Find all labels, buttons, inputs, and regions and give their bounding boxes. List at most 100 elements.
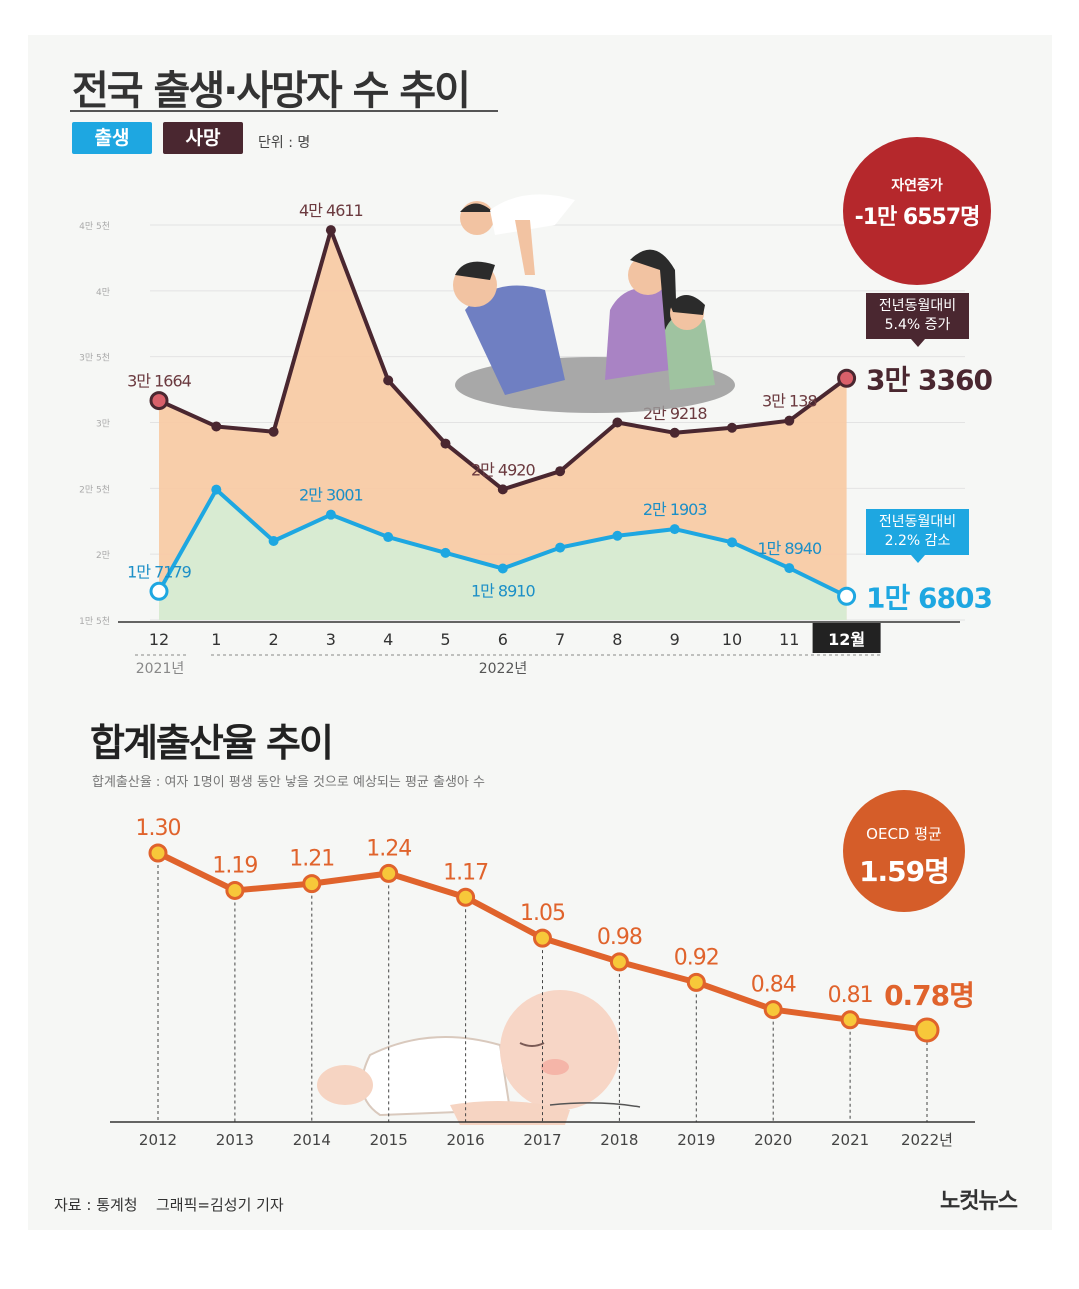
death-point [727, 422, 737, 433]
fertility-data-label: 1.30 [136, 816, 181, 841]
year-label-2022: 2022년 [479, 661, 528, 677]
fertility-point [533, 928, 552, 948]
birth-data-label: 2만 3001 [299, 486, 363, 505]
fertility-data-label: 0.81 [828, 983, 873, 1008]
death-point [837, 368, 857, 388]
natural-increase-value: -1만 6557명 [854, 205, 981, 230]
chart2-title: 합계출산율 추이 [90, 721, 334, 765]
death-point [669, 427, 680, 438]
birth-area [159, 489, 847, 620]
birth-point [149, 581, 169, 601]
family-illustration [453, 194, 735, 413]
fertility-point [763, 1000, 783, 1020]
fertility-data-label: 1.17 [443, 860, 488, 885]
unit-label: 단위 : 명 [258, 135, 311, 151]
fertility-point [302, 874, 322, 894]
fertility-point [456, 887, 476, 907]
birth-point [837, 586, 857, 606]
natural-increase-label: 자연증가 [891, 178, 943, 194]
death-callout-line1: 전년동월대비 [878, 298, 957, 314]
x-tick-label: 4 [383, 630, 393, 649]
birth-point [669, 524, 680, 535]
death-point [325, 225, 336, 236]
fertility-rate-chart: 1.30 1.19 1.21 1.24 1.17 1.05 0.98 0.92 0.84 0.81… [110, 816, 975, 1149]
birth-yoy-callout: 전년동월대비 2.2% 감소 [866, 509, 969, 563]
fertility-point [609, 952, 629, 972]
x-tick-label: 5 [440, 630, 450, 649]
birth-data-label: 2만 1903 [643, 500, 707, 519]
fertility-point [148, 843, 168, 863]
x-tick-label: 3 [326, 630, 336, 649]
nocut-news-logo: 노컷뉴스 [940, 1189, 1018, 1214]
x-tick-label: 2018 [600, 1131, 638, 1149]
oecd-average-badge: OECD 평균 1.59명 [843, 790, 965, 912]
x-tick-label: 12월 [828, 630, 865, 649]
y-tick-label: 4만 5천 [79, 221, 110, 232]
death-last-value: 3만 3360 [866, 363, 992, 396]
birth-point [784, 563, 795, 574]
x-tick-label: 9 [670, 630, 680, 649]
death-point [211, 421, 222, 432]
fertility-data-label: 0.98 [597, 925, 642, 950]
x-tick-label: 2016 [447, 1131, 485, 1149]
birth-point [555, 542, 566, 553]
fertility-data-label: 1.05 [520, 901, 565, 926]
fertility-point [840, 1010, 860, 1030]
y-tick-label: 2만 [96, 550, 110, 561]
fertility-point [225, 880, 245, 900]
fertility-last-value: 0.78명 [884, 979, 974, 1012]
natural-increase-badge: 자연증가 -1만 6557명 [843, 137, 991, 285]
chart2-subtitle: 합계출산율 : 여자 1명이 평생 동안 낳을 것으로 예상되는 평균 출생아 … [92, 775, 485, 790]
year-label-2021: 2021년 [136, 661, 185, 677]
births-deaths-chart: 1만 5천 2만 2만 5천 3만 3만 5천 4만 4만 5천 3만 1664 4만 461… [79, 201, 993, 677]
x-tick-label: 2013 [216, 1131, 254, 1149]
fertility-data-label: 1.21 [289, 847, 334, 872]
death-data-label: 3만 138 [762, 392, 817, 411]
death-point [555, 466, 566, 477]
fertility-data-label: 1.19 [212, 853, 257, 878]
baby-illustration [317, 990, 641, 1125]
death-yoy-callout: 전년동월대비 5.4% 증가 [866, 293, 969, 347]
birth-point [497, 563, 508, 574]
x-tick-label: 8 [612, 630, 622, 649]
oecd-label: OECD 평균 [866, 825, 942, 843]
x-tick-highlight [812, 623, 881, 653]
fertility-data-label: 0.84 [751, 973, 796, 998]
x-tick-label: 2015 [370, 1131, 408, 1149]
birth-point [325, 509, 336, 520]
y-tick-label: 2만 5천 [79, 484, 110, 495]
fertility-point [379, 863, 399, 883]
x-tick-label: 2 [269, 630, 279, 649]
birth-last-value: 1만 6803 [866, 581, 992, 614]
credit-text: 그래픽=김성기 기자 [156, 1196, 284, 1214]
death-point [149, 391, 169, 411]
x-tick-label: 2019 [677, 1131, 715, 1149]
x-tick-label: 6 [498, 630, 508, 649]
x-tick-label: 1 [211, 630, 221, 649]
x-tick-label: 2022년 [901, 1131, 953, 1149]
birth-data-label: 1만 8910 [471, 582, 536, 601]
death-point [612, 417, 623, 428]
y-tick-label: 3만 [96, 419, 110, 430]
death-callout-line2: 5.4% 증가 [884, 317, 951, 333]
legend-death: 사망 [163, 122, 243, 154]
x-tick-label: 2021 [831, 1131, 869, 1149]
birth-point [211, 484, 222, 495]
death-point [383, 375, 394, 386]
fertility-point [914, 1017, 940, 1043]
x-tick-label: 10 [722, 630, 742, 649]
fertility-data-label: 0.92 [674, 945, 719, 970]
y-tick-label: 3만 5천 [79, 353, 110, 364]
birth-point [268, 536, 279, 546]
fertility-data-label: 1.24 [366, 836, 411, 861]
oecd-value: 1.59명 [859, 855, 950, 888]
birth-callout-line1: 전년동월대비 [878, 514, 957, 530]
death-data-label: 4만 4611 [299, 201, 363, 220]
birth-callout-line2: 2.2% 감소 [884, 533, 951, 549]
death-data-label: 2만 4920 [471, 460, 536, 479]
x-tick-label: 2012 [139, 1131, 177, 1149]
x-tick-label: 12 [149, 630, 169, 649]
birth-data-label: 1만 7179 [127, 562, 192, 581]
y-tick-label: 1만 5천 [79, 616, 110, 627]
x-tick-label: 2017 [523, 1131, 561, 1149]
